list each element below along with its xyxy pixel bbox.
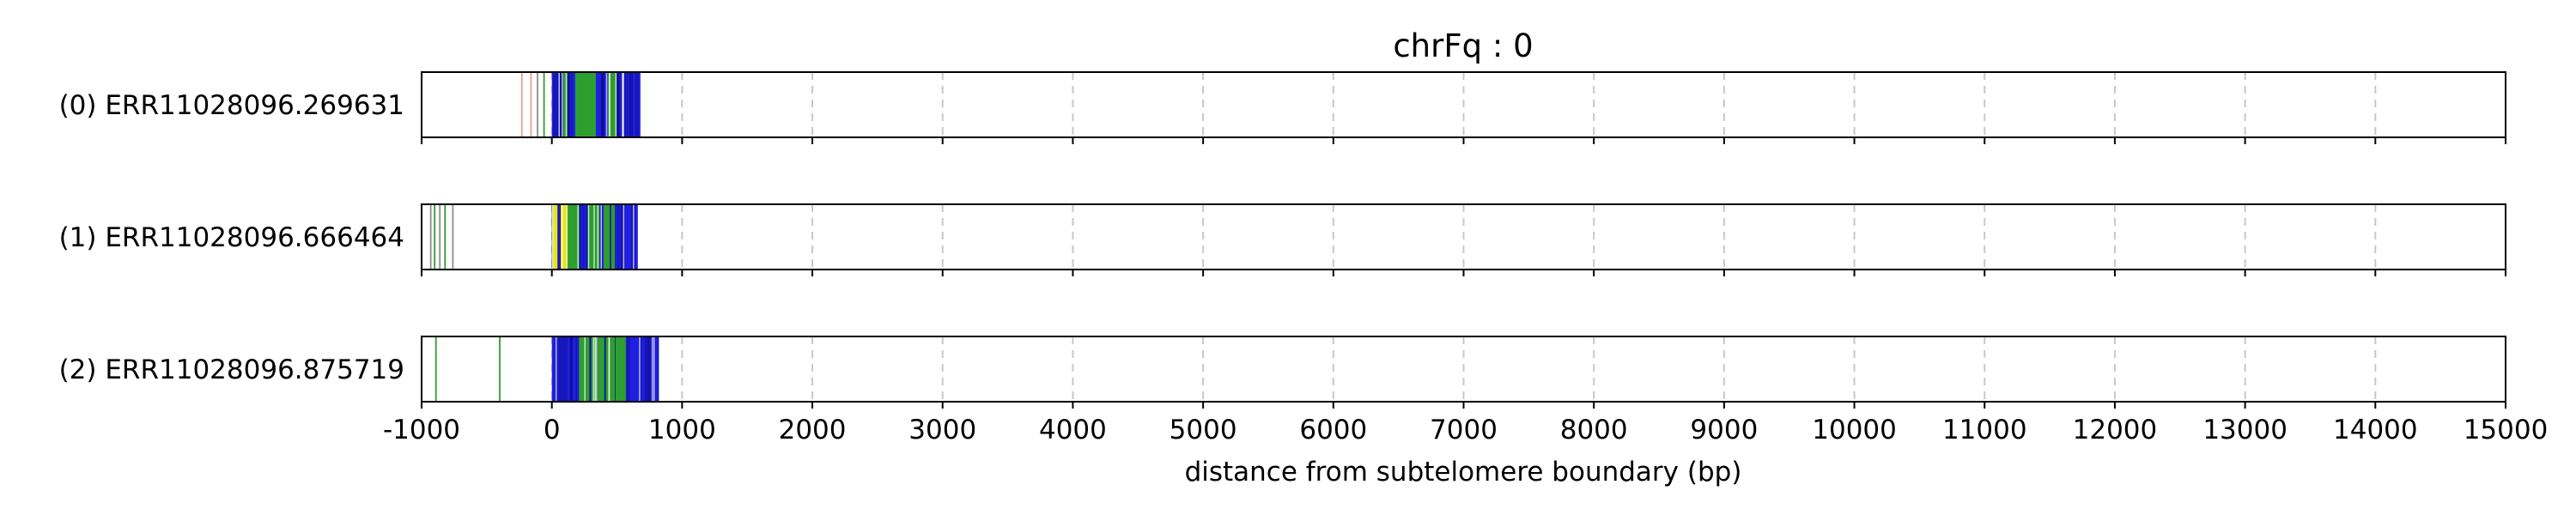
x-tick-label: 9000	[1690, 415, 1758, 445]
x-tick-label: 3000	[908, 415, 976, 445]
x-tick-label: 13000	[2202, 415, 2287, 445]
x-tick-label: 1000	[648, 415, 716, 445]
x-tick-label: 15000	[2464, 415, 2549, 445]
x-tick-label: 0	[544, 415, 561, 445]
read-label: (2) ERR11028096.875719	[59, 354, 404, 385]
x-tick-label: 2000	[779, 415, 847, 445]
x-tick-label: -1000	[383, 415, 460, 445]
read-label: (0) ERR11028096.269631	[59, 90, 404, 121]
x-tick-label: 8000	[1560, 415, 1628, 445]
read-track: (1) ERR11028096.666464	[59, 203, 2506, 276]
x-tick-label: 7000	[1430, 415, 1498, 445]
x-tick-label: 14000	[2333, 415, 2418, 445]
chart-title: chrFq : 0	[1393, 27, 1533, 64]
x-axis-label: distance from subtelomere boundary (bp)	[1185, 457, 1742, 488]
read-tracks: (2) ERR11028096.875719 (1) ERR11028096.66…	[59, 71, 2506, 409]
x-tick-label: 10000	[1812, 415, 1897, 445]
x-axis: -1000 0 1000 2000 3000 4000 5000 6000 7000 8000 90…	[383, 415, 2548, 445]
read-track: (2) ERR11028096.875719	[59, 336, 2506, 409]
x-tick-label: 11000	[1942, 415, 2027, 445]
x-tick-label: 6000	[1299, 415, 1367, 445]
read-label: (1) ERR11028096.666464	[59, 222, 404, 253]
x-tick-label: 5000	[1170, 415, 1237, 445]
x-tick-label: 4000	[1039, 415, 1107, 445]
read-track: (0) ERR11028096.269631	[59, 71, 2506, 144]
x-tick-label: 12000	[2073, 415, 2158, 445]
